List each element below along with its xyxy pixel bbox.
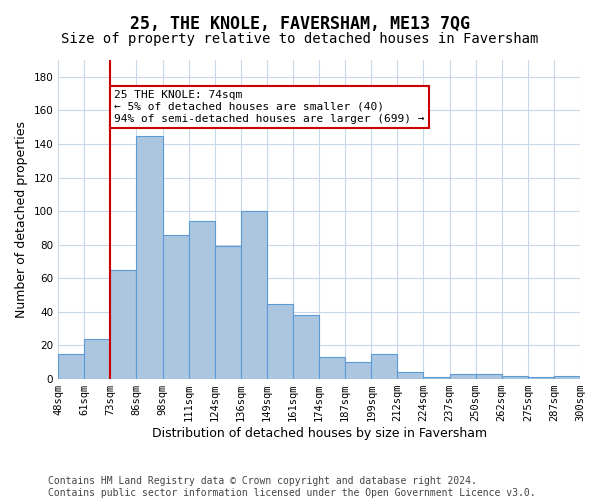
Bar — [110, 270, 136, 379]
Text: 25 THE KNOLE: 74sqm
← 5% of detached houses are smaller (40)
94% of semi-detache: 25 THE KNOLE: 74sqm ← 5% of detached hou… — [114, 90, 425, 124]
Bar — [476, 374, 502, 379]
Bar — [84, 339, 110, 379]
Bar — [424, 378, 449, 379]
Bar — [319, 358, 345, 379]
Bar — [136, 136, 163, 379]
Bar — [215, 246, 241, 379]
Text: Contains HM Land Registry data © Crown copyright and database right 2024.
Contai: Contains HM Land Registry data © Crown c… — [48, 476, 536, 498]
Bar — [241, 211, 267, 379]
X-axis label: Distribution of detached houses by size in Faversham: Distribution of detached houses by size … — [152, 427, 487, 440]
Bar — [293, 316, 319, 379]
Text: 25, THE KNOLE, FAVERSHAM, ME13 7QG: 25, THE KNOLE, FAVERSHAM, ME13 7QG — [130, 15, 470, 33]
Bar — [449, 374, 476, 379]
Bar — [345, 362, 371, 379]
Bar — [554, 376, 580, 379]
Bar — [58, 354, 84, 379]
Bar — [371, 354, 397, 379]
Bar — [163, 234, 188, 379]
Text: Size of property relative to detached houses in Faversham: Size of property relative to detached ho… — [61, 32, 539, 46]
Bar — [528, 378, 554, 379]
Bar — [188, 221, 215, 379]
Bar — [502, 376, 528, 379]
Bar — [397, 372, 424, 379]
Bar — [267, 304, 293, 379]
Y-axis label: Number of detached properties: Number of detached properties — [15, 121, 28, 318]
